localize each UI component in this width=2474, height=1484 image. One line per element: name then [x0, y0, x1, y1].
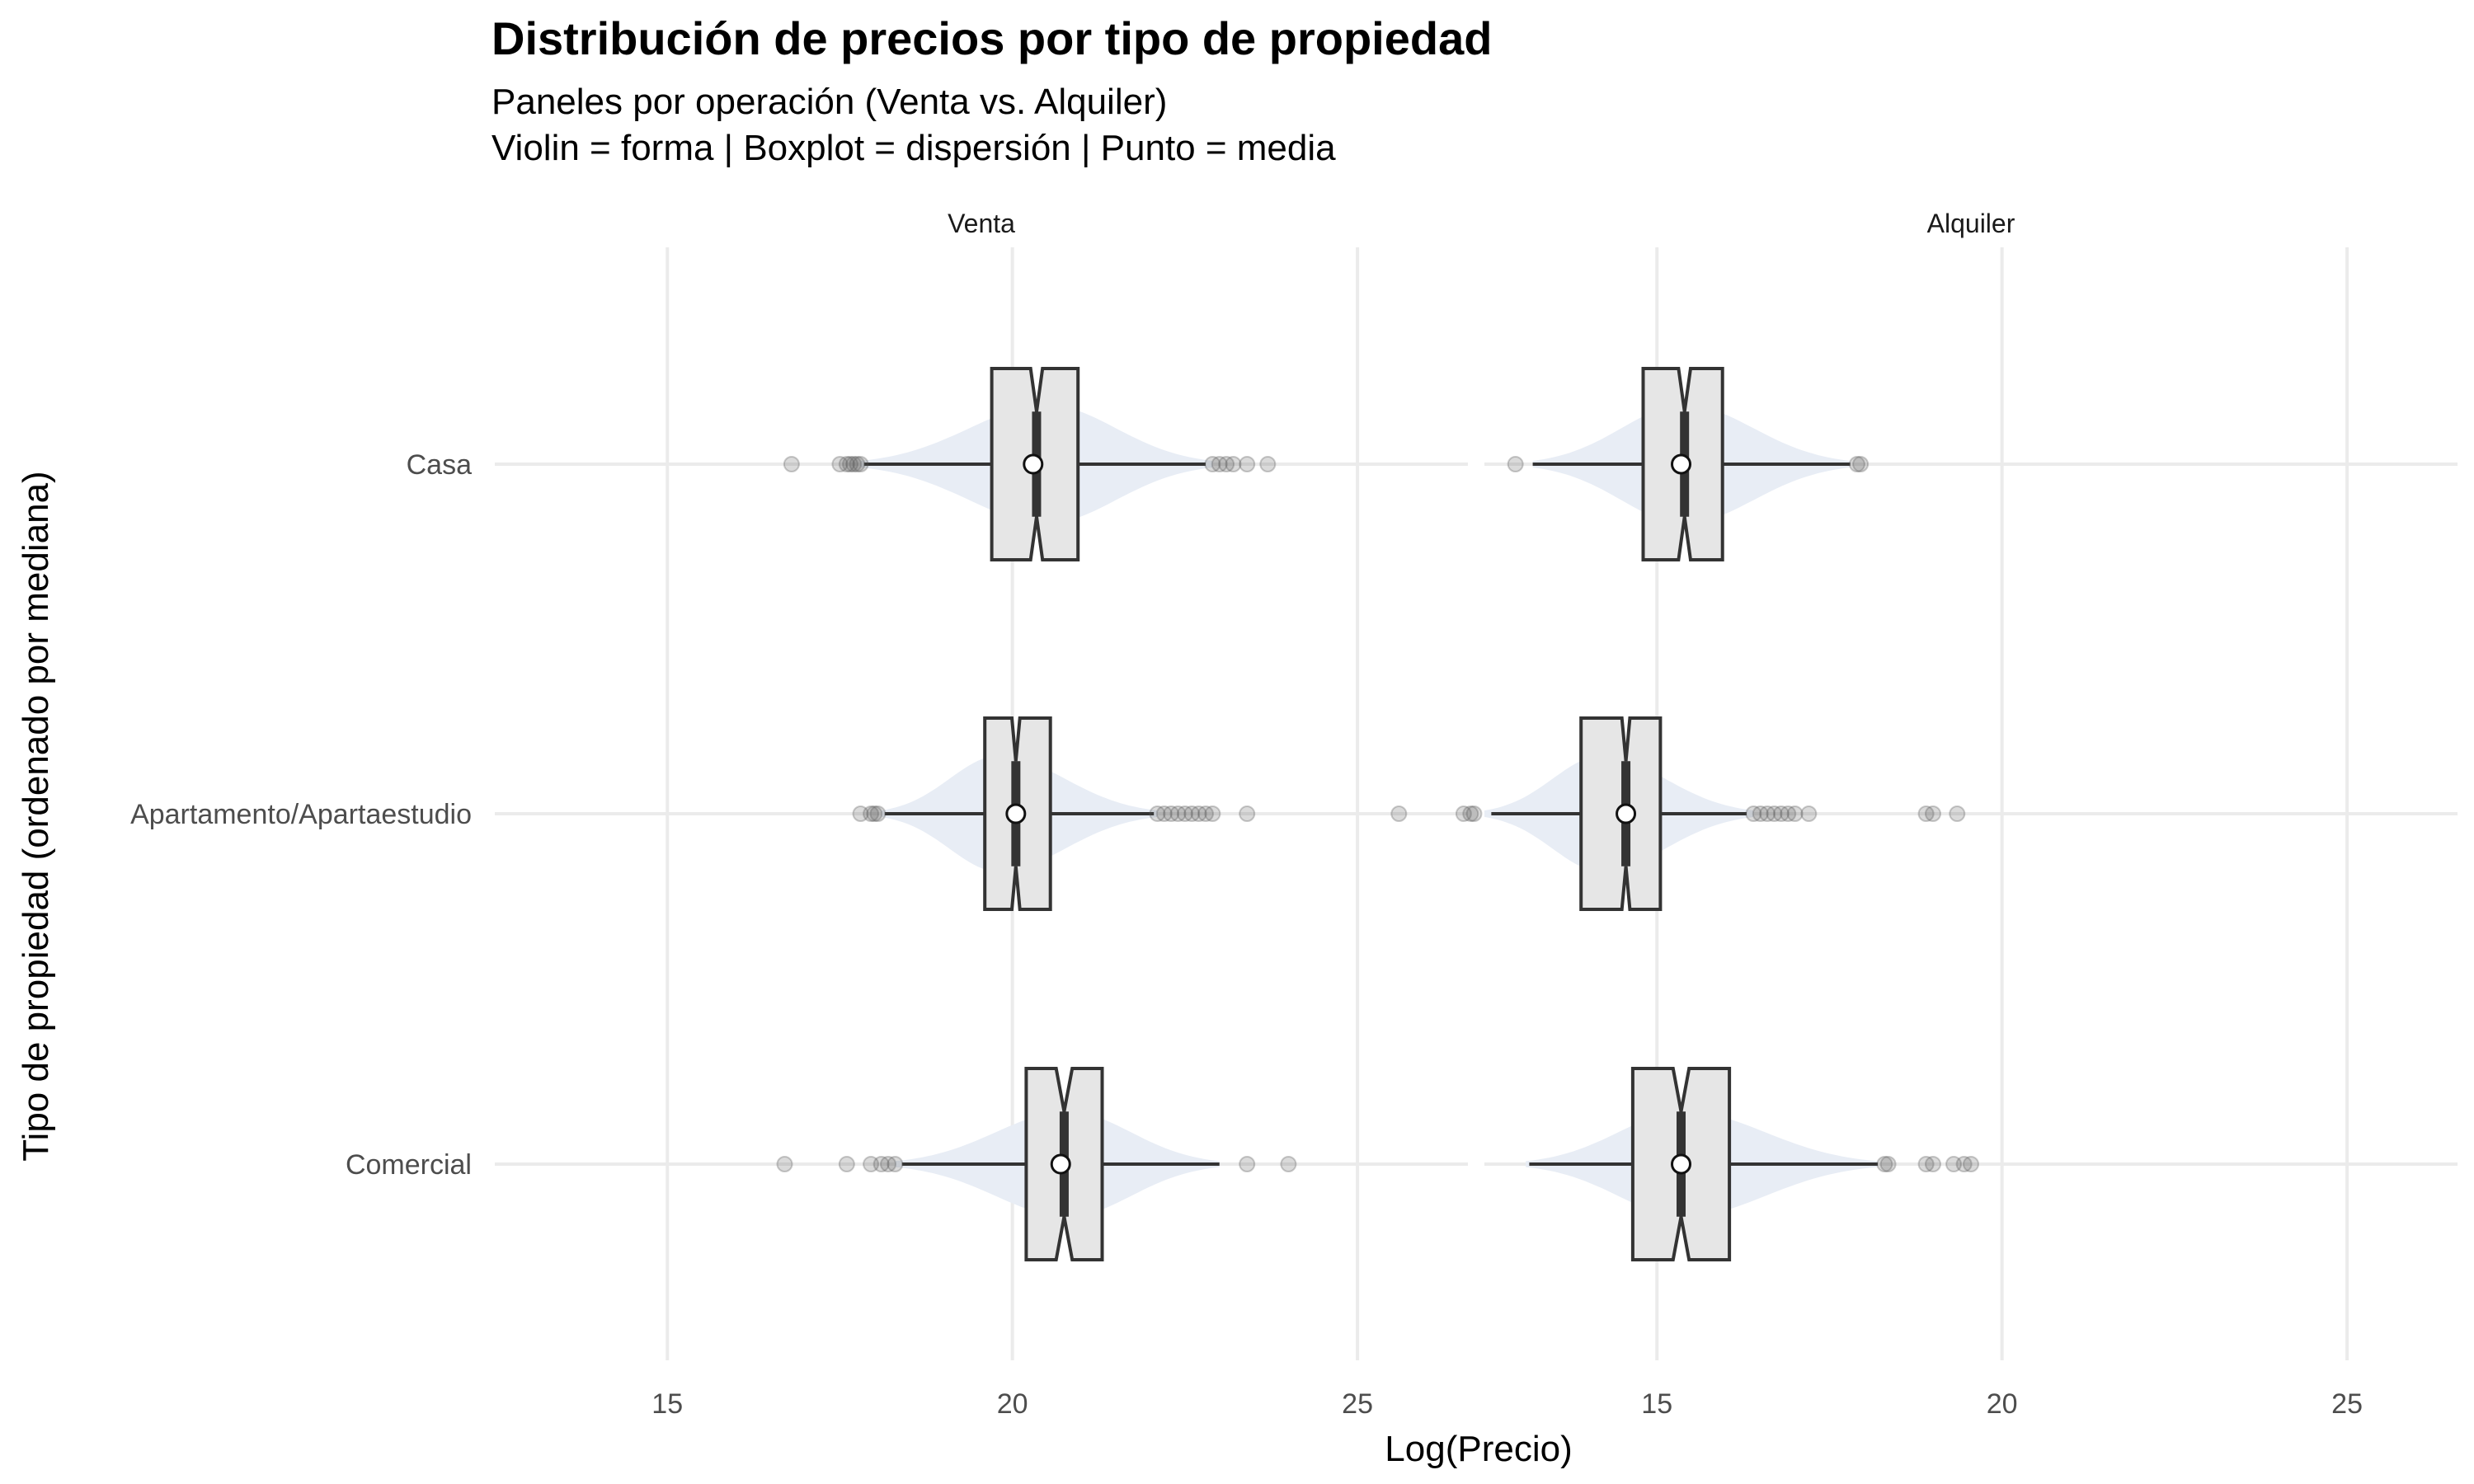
- outlier-point: [1963, 1156, 1979, 1172]
- chart-subtitle: Paneles por operación (Venta vs. Alquile…: [492, 79, 1336, 171]
- outlier-point: [1204, 456, 1221, 472]
- label-layer: 15 20 25 Venta 15 20 25 Alquiler Casa Apartamento…: [130, 209, 2363, 1420]
- outlier-point: [1917, 1156, 1935, 1172]
- outlier-point: [1955, 1156, 1973, 1172]
- subtitle-line-1: Paneles por operación (Venta vs. Alquile…: [492, 82, 1168, 122]
- y-tick-label: Comercial: [346, 1149, 472, 1181]
- outlier-point: [1204, 805, 1221, 822]
- outlier-layer: [776, 456, 1979, 1172]
- outlier-point: [1280, 1156, 1297, 1172]
- outlier-point: [1772, 805, 1790, 822]
- outlier-point: [1507, 456, 1524, 472]
- mean-point: [1005, 803, 1027, 824]
- outlier-point: [1759, 805, 1776, 822]
- panel-strip-label: Alquiler: [1927, 209, 2015, 238]
- chart-title: Distribución de precios por tipo de prop…: [492, 12, 1493, 64]
- outlier-point: [1879, 1156, 1897, 1172]
- subtitle-line-2: Violin = forma | Boxplot = dispersión | …: [492, 128, 1336, 168]
- outlier-point: [887, 1156, 904, 1172]
- outlier-point: [838, 1156, 855, 1172]
- outlier-point: [1848, 456, 1865, 472]
- outlier-point: [1169, 805, 1187, 822]
- outlier-point: [869, 805, 887, 822]
- outlier-point: [1924, 805, 1941, 822]
- mean-point: [1671, 1153, 1692, 1175]
- mean-point: [1023, 453, 1044, 475]
- x-tick-label: 15: [1641, 1388, 1672, 1420]
- x-tick-label: 15: [651, 1388, 683, 1420]
- outlier-point: [1945, 1156, 1963, 1172]
- outlier-point: [1239, 1156, 1256, 1172]
- outlier-point: [852, 456, 869, 472]
- outlier-point: [1239, 456, 1256, 472]
- outlier-point: [831, 456, 849, 472]
- outlier-point: [1800, 805, 1818, 822]
- mean-layer: [1005, 453, 1692, 1175]
- outlier-point: [776, 1156, 793, 1172]
- outlier-point: [1745, 805, 1762, 822]
- grid-layer: [495, 247, 2458, 1360]
- outlier-point: [852, 805, 869, 822]
- x-tick-label: 25: [1342, 1388, 1373, 1420]
- outlier-point: [1163, 805, 1180, 822]
- x-tick-label: 20: [1987, 1388, 2018, 1420]
- outlier-point: [1225, 456, 1242, 472]
- outlier-point: [1239, 805, 1256, 822]
- outlier-point: [866, 805, 883, 822]
- outlier-point: [849, 456, 866, 472]
- outlier-point: [1455, 805, 1472, 822]
- panel-strip-label: Venta: [948, 209, 1015, 238]
- outlier-point: [1218, 456, 1235, 472]
- outlier-point: [1183, 805, 1201, 822]
- outlier-point: [1766, 805, 1783, 822]
- outlier-point: [1949, 805, 1966, 822]
- outlier-point: [1876, 1156, 1893, 1172]
- outlier-point: [1176, 805, 1193, 822]
- outlier-point: [872, 1156, 890, 1172]
- outlier-point: [1155, 805, 1173, 822]
- outlier-point: [1211, 456, 1228, 472]
- y-tick-label: Casa: [407, 449, 472, 481]
- outlier-point: [1917, 805, 1935, 822]
- outlier-point: [1852, 456, 1870, 472]
- mean-point: [1671, 453, 1692, 475]
- outlier-point: [1786, 805, 1804, 822]
- y-tick-label: Apartamento/Apartaestudio: [130, 799, 472, 830]
- x-axis-title: Log(Precio): [1385, 1429, 1572, 1469]
- mean-point: [1616, 803, 1637, 824]
- outlier-point: [845, 456, 863, 472]
- outlier-point: [863, 805, 880, 822]
- outlier-point: [1924, 1156, 1941, 1172]
- outlier-point: [880, 1156, 897, 1172]
- x-tick-label: 20: [997, 1388, 1028, 1420]
- outlier-point: [1190, 805, 1207, 822]
- outlier-point: [863, 1156, 880, 1172]
- outlier-point: [1197, 805, 1214, 822]
- outlier-point: [1780, 805, 1797, 822]
- outlier-point: [1149, 805, 1166, 822]
- outlier-point: [1752, 805, 1769, 822]
- y-axis-title: Tipo de propiedad (ordenado por mediana): [16, 471, 56, 1161]
- outlier-point: [783, 456, 800, 472]
- outlier-point: [838, 456, 855, 472]
- outlier-point: [1462, 805, 1479, 822]
- x-tick-label: 25: [2331, 1388, 2363, 1420]
- outlier-point: [841, 456, 858, 472]
- outlier-point: [1259, 456, 1277, 472]
- mean-point: [1050, 1153, 1071, 1175]
- outlier-point: [1390, 805, 1408, 822]
- outlier-point: [1465, 805, 1483, 822]
